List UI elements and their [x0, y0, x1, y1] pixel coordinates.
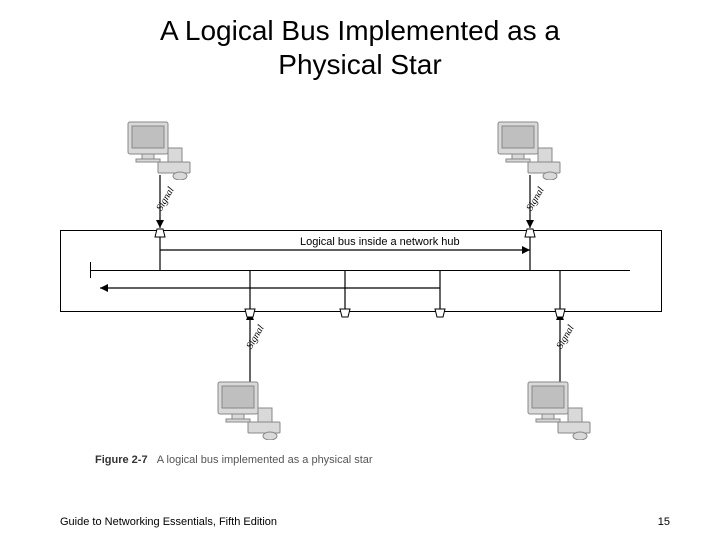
computer-icon: [210, 380, 290, 440]
figure-label: Figure 2-7: [95, 454, 148, 466]
network-diagram: Logical bus inside a network hub SignalS…: [60, 110, 660, 440]
figure-caption: Figure 2-7 A logical bus implemented as …: [95, 454, 373, 466]
computer-node: [520, 380, 600, 440]
title-line1: A Logical Bus Implemented as a: [0, 14, 720, 48]
computer-node: [210, 380, 290, 440]
computer-node: [490, 120, 570, 180]
page-title: A Logical Bus Implemented as a Physical …: [0, 0, 720, 81]
computer-node: [120, 120, 200, 180]
hub-port: [434, 305, 446, 315]
hub-port: [524, 225, 536, 235]
hub-port: [554, 305, 566, 315]
computer-icon: [520, 380, 600, 440]
computer-icon: [120, 120, 200, 180]
computer-icon: [490, 120, 570, 180]
figure-caption-text: A logical bus implemented as a physical …: [157, 454, 373, 466]
hub-port: [244, 305, 256, 315]
hub-port: [339, 305, 351, 315]
page-number: 15: [658, 516, 670, 528]
footer-source: Guide to Networking Essentials, Fifth Ed…: [60, 516, 277, 528]
hub-port: [154, 225, 166, 235]
title-line2: Physical Star: [0, 48, 720, 82]
